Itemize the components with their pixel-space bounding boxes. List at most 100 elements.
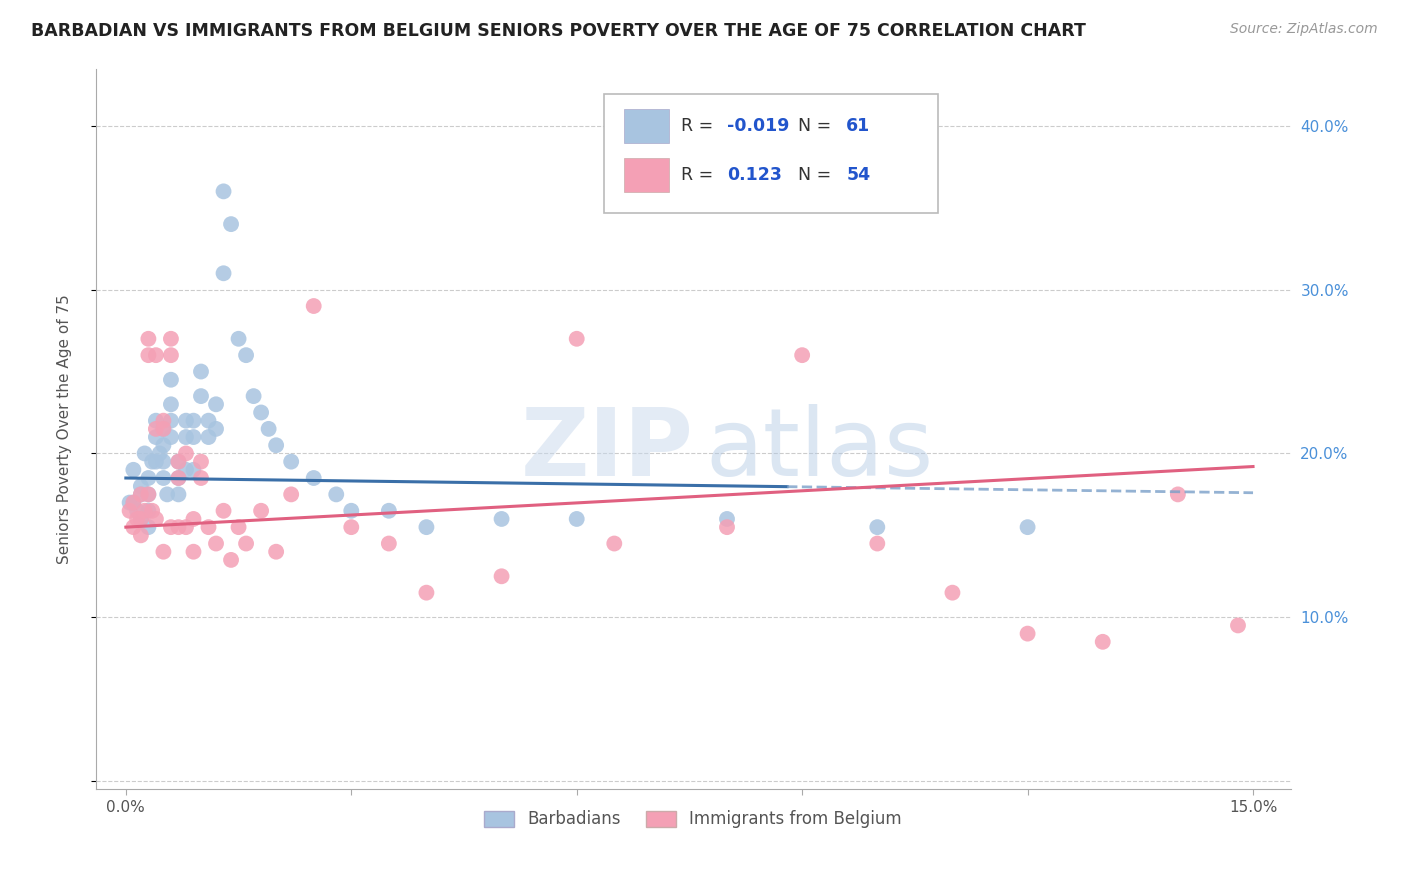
Point	[145, 414, 167, 428]
Point	[141, 504, 163, 518]
Point	[152, 414, 174, 428]
Point	[250, 504, 273, 518]
Point	[160, 414, 183, 428]
Text: 0.123: 0.123	[727, 166, 782, 184]
Point	[183, 512, 205, 526]
Point	[160, 373, 183, 387]
FancyBboxPatch shape	[624, 109, 669, 144]
Point	[129, 479, 152, 493]
Point	[190, 365, 212, 379]
Point	[118, 495, 141, 509]
FancyBboxPatch shape	[624, 158, 669, 193]
Y-axis label: Seniors Poverty Over the Age of 75: Seniors Poverty Over the Age of 75	[58, 294, 72, 564]
Legend: Barbadians, Immigrants from Belgium: Barbadians, Immigrants from Belgium	[478, 804, 908, 835]
Point	[183, 414, 205, 428]
Point	[1017, 520, 1039, 534]
Point	[242, 389, 264, 403]
Point	[205, 397, 228, 411]
Point	[183, 463, 205, 477]
Point	[149, 446, 172, 460]
Point	[280, 487, 302, 501]
Point	[1227, 618, 1250, 632]
Point	[716, 520, 738, 534]
Point	[190, 389, 212, 403]
Point	[280, 455, 302, 469]
Point	[160, 397, 183, 411]
Text: -0.019: -0.019	[727, 117, 789, 136]
Point	[152, 471, 174, 485]
Point	[152, 438, 174, 452]
Point	[212, 504, 235, 518]
Point	[138, 487, 160, 501]
Point	[152, 422, 174, 436]
Text: Source: ZipAtlas.com: Source: ZipAtlas.com	[1230, 22, 1378, 37]
Point	[565, 512, 588, 526]
Text: BARBADIAN VS IMMIGRANTS FROM BELGIUM SENIORS POVERTY OVER THE AGE OF 75 CORRELAT: BARBADIAN VS IMMIGRANTS FROM BELGIUM SEN…	[31, 22, 1085, 40]
Text: N =: N =	[799, 117, 837, 136]
Point	[235, 348, 257, 362]
Point	[219, 217, 242, 231]
Point	[160, 430, 183, 444]
Point	[167, 471, 190, 485]
Point	[152, 455, 174, 469]
Point	[325, 487, 347, 501]
Point	[205, 422, 228, 436]
Point	[219, 553, 242, 567]
Point	[257, 422, 280, 436]
Point	[167, 520, 190, 534]
Point	[866, 520, 889, 534]
Text: 61: 61	[846, 117, 870, 136]
Point	[302, 471, 325, 485]
Point	[190, 471, 212, 485]
Point	[138, 520, 160, 534]
Point	[160, 520, 183, 534]
Text: R =: R =	[682, 117, 718, 136]
Point	[174, 463, 197, 477]
Point	[138, 332, 160, 346]
Point	[122, 495, 145, 509]
Point	[141, 455, 163, 469]
Point	[118, 504, 141, 518]
Point	[129, 487, 152, 501]
FancyBboxPatch shape	[603, 94, 938, 212]
Point	[129, 487, 152, 501]
Point	[145, 455, 167, 469]
Point	[122, 520, 145, 534]
Point	[491, 512, 513, 526]
Point	[792, 348, 814, 362]
Point	[138, 348, 160, 362]
Point	[415, 520, 437, 534]
Point	[197, 520, 219, 534]
Point	[415, 585, 437, 599]
Text: N =: N =	[799, 166, 837, 184]
Point	[145, 348, 167, 362]
Point	[152, 422, 174, 436]
Point	[228, 520, 250, 534]
Point	[866, 536, 889, 550]
Point	[145, 430, 167, 444]
Point	[565, 332, 588, 346]
Point	[134, 504, 156, 518]
Point	[138, 471, 160, 485]
Point	[127, 504, 149, 518]
Point	[235, 536, 257, 550]
Point	[138, 504, 160, 518]
Point	[167, 455, 190, 469]
Point	[378, 504, 401, 518]
Point	[212, 266, 235, 280]
Text: R =: R =	[682, 166, 718, 184]
Point	[127, 512, 149, 526]
Point	[340, 520, 363, 534]
Point	[197, 430, 219, 444]
Point	[129, 512, 152, 526]
Point	[264, 545, 287, 559]
Point	[167, 471, 190, 485]
Point	[190, 455, 212, 469]
Point	[138, 487, 160, 501]
Point	[1091, 635, 1114, 649]
Point	[167, 487, 190, 501]
Point	[129, 512, 152, 526]
Point	[941, 585, 963, 599]
Text: ZIP: ZIP	[520, 404, 693, 497]
Point	[174, 520, 197, 534]
